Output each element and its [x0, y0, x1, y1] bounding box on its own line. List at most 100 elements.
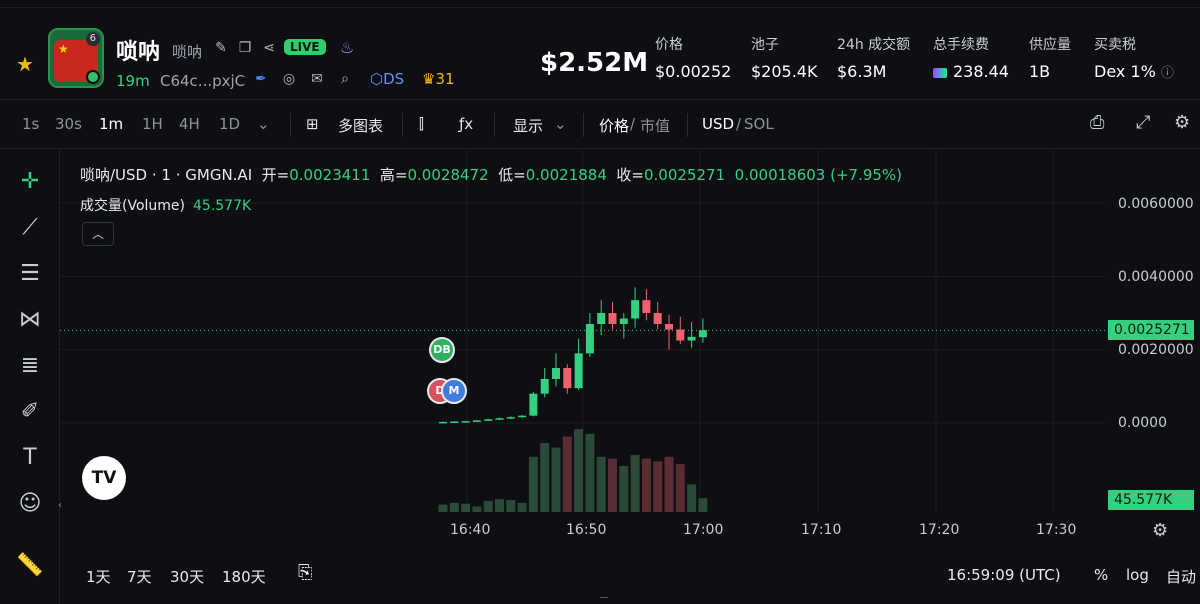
volume-bar: [540, 443, 550, 512]
candle-body: [552, 368, 560, 379]
multi-chart-button[interactable]: 多图表: [338, 117, 384, 135]
log-toggle[interactable]: log: [1126, 566, 1149, 584]
edit-icon[interactable]: ✎: [215, 40, 227, 56]
resize-handle[interactable]: [600, 597, 608, 601]
header-actions: ✎ ❐ ⋖: [212, 39, 278, 57]
interval-30s[interactable]: 30s: [55, 115, 82, 133]
token-avatar[interactable]: 6: [48, 28, 104, 88]
more-intervals-chevron-icon[interactable]: ⌄: [257, 115, 270, 133]
emoji-icon[interactable]: ☺: [18, 491, 42, 516]
share-icon[interactable]: ⋖: [263, 40, 275, 56]
stat-label: 24h 成交额: [837, 37, 911, 53]
ds-link[interactable]: ⬡DS: [370, 70, 405, 88]
chart-toolbar: 1s 30s 1m 1H 4H 1D ⌄ ⊞ 多图表 ⫿ ƒx 显示 ⌄ 价格 …: [0, 101, 1200, 149]
x-tick-label: 17:00: [683, 522, 724, 538]
legend-title: 唢呐/USD · 1 · GMGN.AI: [80, 166, 253, 184]
stat-volume-24h: 24h 成交额 $6.3M: [837, 34, 910, 81]
volume-bar: [698, 498, 708, 512]
range-180d[interactable]: 180天: [222, 568, 266, 586]
token-age: 19m: [116, 72, 150, 90]
mcap-toggle[interactable]: 市值: [640, 117, 671, 135]
interval-1m[interactable]: 1m: [99, 115, 124, 133]
volume-bar: [506, 500, 516, 512]
usd-toggle[interactable]: USD: [702, 115, 735, 133]
marker-m[interactable]: M: [441, 378, 467, 404]
candle-body: [619, 318, 628, 324]
text-tool-icon[interactable]: T: [23, 445, 37, 470]
stat-price: 价格 $0.00252: [655, 34, 731, 81]
stat-total-fees: 总手续费 238.44: [933, 34, 1009, 81]
horizontal-lines-icon[interactable]: ☰: [20, 261, 40, 286]
token-subname: 唢呐: [172, 43, 203, 61]
candle-body: [665, 324, 673, 330]
high-value: 0.0028472: [407, 166, 489, 184]
top-strip: [0, 0, 1200, 8]
volume-bar: [438, 504, 448, 512]
interval-1h[interactable]: 1H: [142, 115, 163, 133]
x-tick-label: 17:10: [801, 522, 842, 538]
price-toggle[interactable]: 价格: [599, 117, 630, 135]
x-tick-label: 17:30: [1036, 522, 1077, 538]
volume-bar: [653, 461, 663, 512]
range-30d[interactable]: 30天: [170, 568, 205, 586]
toggle-slash: /: [630, 115, 636, 133]
collapse-legend-chevron-icon[interactable]: ︿: [82, 222, 114, 246]
interval-1d[interactable]: 1D: [219, 115, 241, 133]
crown-count: 31: [435, 70, 455, 88]
tradingview-logo[interactable]: TV: [82, 456, 126, 500]
price-chart[interactable]: [60, 150, 1200, 550]
trendline-icon[interactable]: ⟋: [22, 215, 38, 240]
help-icon[interactable]: ⓘ: [1160, 66, 1174, 81]
x-tick-label: 16:50: [566, 522, 607, 538]
calendar-range-icon[interactable]: ⎘: [298, 562, 313, 583]
candle-type-icon[interactable]: ⫿: [419, 115, 424, 133]
feather-icon[interactable]: ✒: [255, 71, 267, 87]
auto-toggle[interactable]: 自动: [1166, 568, 1197, 586]
indicators-fx-icon[interactable]: ƒx: [459, 115, 474, 133]
favorite-star-icon[interactable]: ★: [16, 52, 34, 76]
range-7d[interactable]: 7天: [127, 568, 152, 586]
crown-rank[interactable]: ♛31: [422, 70, 455, 88]
display-chevron-icon[interactable]: ⌄: [554, 115, 567, 133]
volume-bar: [619, 466, 629, 512]
camera-icon[interactable]: ⎙: [1090, 112, 1105, 133]
search-icon[interactable]: ⌕: [341, 71, 349, 87]
crosshair-icon[interactable]: ✛: [20, 169, 40, 194]
volume-value: 45.577K: [193, 198, 252, 214]
stat-tax: 买卖税 Dex 1% ⓘ: [1094, 34, 1174, 81]
percent-toggle[interactable]: %: [1094, 566, 1109, 584]
fullscreen-icon[interactable]: ⤢: [1136, 112, 1151, 133]
close-label: 收=: [616, 166, 644, 184]
collapse-toolbar-chevron-icon[interactable]: ‹: [58, 500, 62, 511]
change-value: 0.00018603 (+7.95%): [734, 166, 903, 184]
interval-4h[interactable]: 4H: [179, 115, 200, 133]
token-header: ★ 6 唢呐 唢呐 ✎ ❐ ⋖ LIVE ♨ 19m C64c...pxjC ✒…: [0, 8, 1200, 100]
range-1d[interactable]: 1天: [86, 568, 111, 586]
x-tick-label: 16:40: [450, 522, 491, 538]
live-badge: LIVE: [284, 39, 326, 55]
display-menu-button[interactable]: 显示: [513, 117, 544, 135]
settings-gear-icon[interactable]: ⚙: [1174, 112, 1191, 133]
stat-value-wrap: Dex 1% ⓘ: [1094, 62, 1174, 81]
comment-icon[interactable]: ✉: [311, 71, 323, 87]
sol-toggle[interactable]: SOL: [744, 115, 774, 133]
market-cap: $2.52M: [540, 48, 649, 78]
marker-db[interactable]: DB: [429, 337, 455, 363]
volume-bar: [608, 458, 617, 512]
brush-icon[interactable]: ✐: [20, 399, 40, 424]
add-chart-icon[interactable]: ⊞: [306, 115, 319, 133]
pattern-icon[interactable]: ⋈: [19, 307, 41, 332]
divider: [494, 113, 495, 137]
fib-icon[interactable]: ≣: [20, 353, 40, 378]
website-icon[interactable]: ◎: [282, 71, 296, 87]
interval-1s[interactable]: 1s: [22, 115, 40, 133]
toggle-slash: /: [736, 115, 742, 133]
stat-value: $205.4K: [751, 62, 818, 81]
candle-body: [653, 313, 662, 324]
copy-icon[interactable]: ❐: [238, 40, 252, 56]
contract-address[interactable]: C64c...pxjC: [160, 72, 246, 90]
candle-body: [518, 415, 527, 418]
axis-settings-gear-icon[interactable]: ⚙: [1152, 520, 1169, 541]
open-value: 0.0023411: [289, 166, 371, 184]
ruler-icon[interactable]: 📏: [16, 553, 44, 578]
